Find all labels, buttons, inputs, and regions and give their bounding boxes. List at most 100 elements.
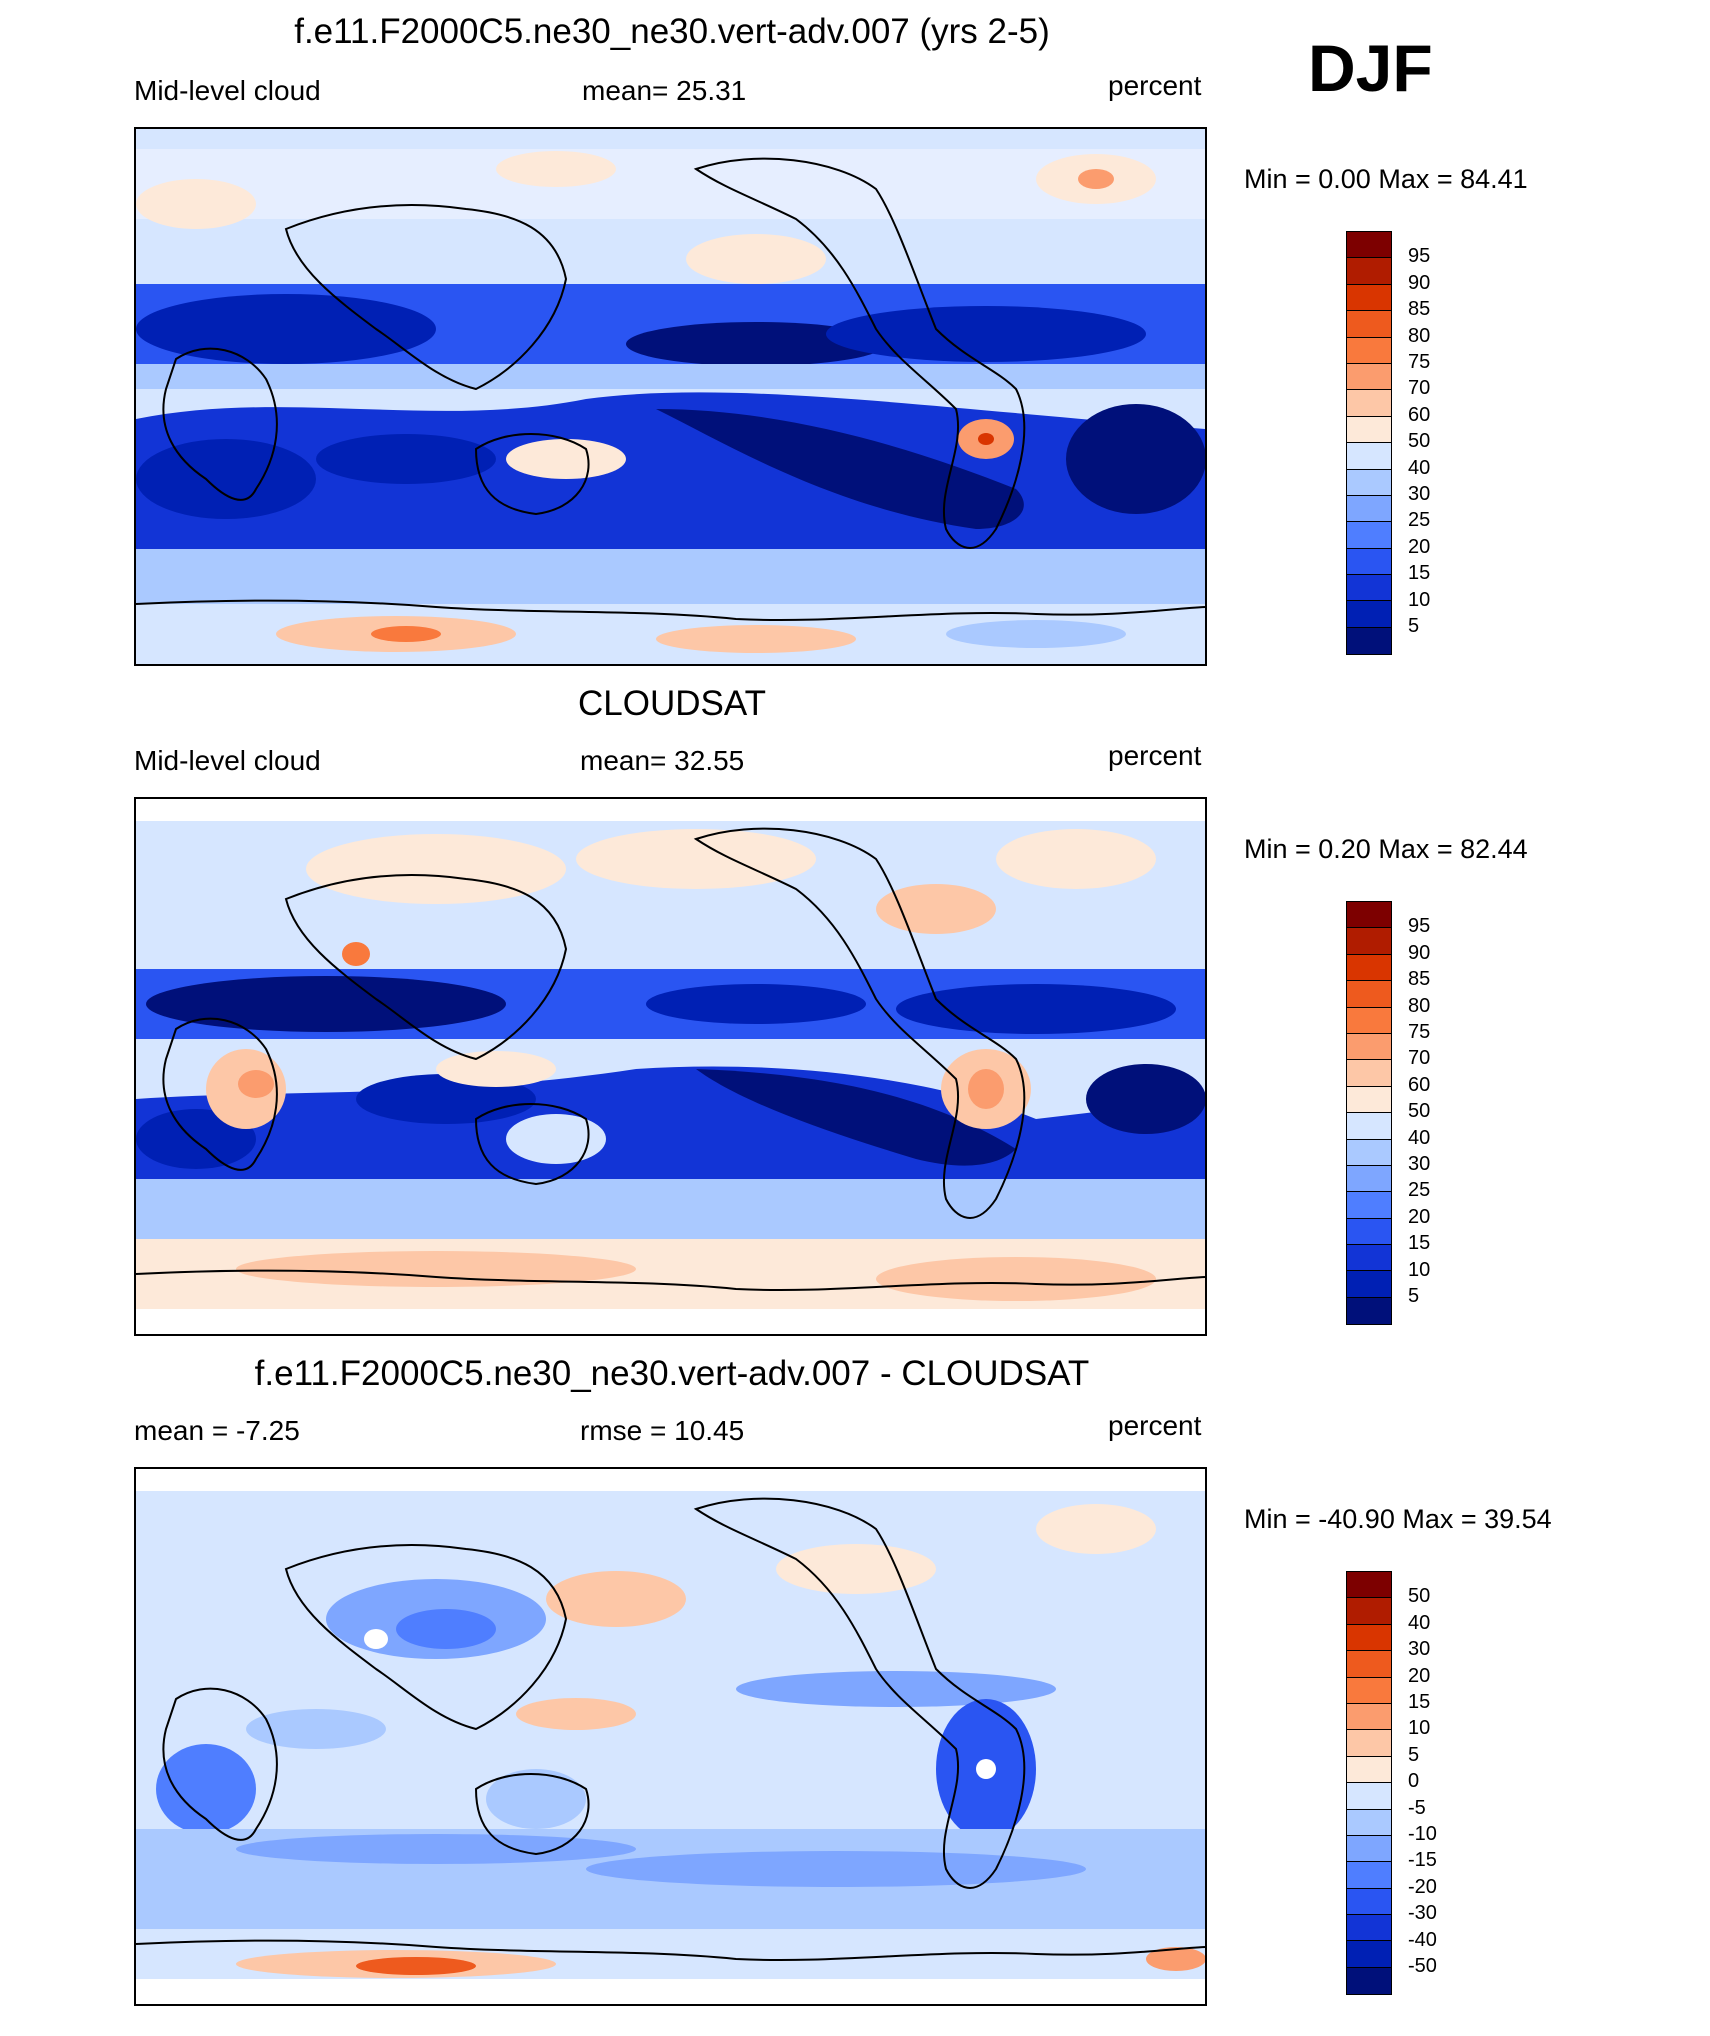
- panel-2-minmax: Min = 0.20 Max = 82.44: [1244, 834, 1528, 864]
- colorbar-swatch: [1347, 954, 1391, 982]
- colorbar-tick-label: 80: [1408, 324, 1431, 347]
- colorbar-swatch: [1347, 1888, 1391, 1916]
- colorbar-tick-label: 25: [1408, 1179, 1431, 1202]
- colorbar-swatch: [1347, 1192, 1391, 1219]
- colorbar-tick-label: 10: [1408, 1717, 1431, 1740]
- season-label: DJF: [1308, 31, 1433, 105]
- panel-3-left-label: mean = -7.25: [134, 1415, 300, 1446]
- colorbar-swatch: [1347, 443, 1391, 470]
- colorbar-swatch: [1347, 311, 1391, 338]
- colorbar-tick-label: 5: [1408, 1743, 1420, 1766]
- colorbar-swatch: [1347, 1113, 1391, 1140]
- panel-1-map: [134, 127, 1207, 666]
- colorbar-tick-label: 15: [1408, 1691, 1431, 1713]
- colorbar-swatch: [1347, 1730, 1391, 1757]
- colorbar-tick-label: 75: [1408, 1021, 1431, 1043]
- colorbar-swatch: [1347, 1598, 1391, 1625]
- colorbar-swatch: [1347, 1809, 1391, 1836]
- panel-2-left-label: Mid-level cloud: [134, 745, 321, 776]
- colorbar-tick-label: 30: [1408, 483, 1431, 505]
- colorbar-tick-label: 85: [1408, 968, 1431, 991]
- colorbar-tick-label: 60: [1408, 403, 1431, 426]
- colorbar-swatch: [1347, 902, 1391, 929]
- colorbar-swatch: [1347, 363, 1391, 391]
- colorbar-tick-label: 80: [1408, 994, 1431, 1017]
- panel-1-minmax: Min = 0.00 Max = 84.41: [1244, 164, 1528, 194]
- panel-3-title: f.e11.F2000C5.ne30_ne30.vert-adv.007 - C…: [254, 1354, 1090, 1393]
- panel-1-center-label: mean= 25.31: [582, 75, 747, 106]
- colorbar-swatch: [1347, 390, 1391, 417]
- colorbar-swatch: [1347, 1297, 1391, 1325]
- colorbar-tick-label: 30: [1408, 1153, 1431, 1175]
- panel-1-title: f.e11.F2000C5.ne30_ne30.vert-adv.007 (yr…: [294, 12, 1050, 51]
- colorbar-tick-label: 20: [1408, 1205, 1431, 1228]
- colorbar-swatch: [1347, 232, 1391, 259]
- colorbar-tick-label: 25: [1408, 509, 1431, 532]
- colorbar-tick-label: -40: [1408, 1928, 1437, 1951]
- colorbar-swatch: [1347, 1862, 1391, 1889]
- colorbar-swatch: [1347, 1835, 1391, 1863]
- colorbar-tick-label: -30: [1408, 1902, 1437, 1925]
- colorbar-swatch: [1347, 1165, 1391, 1193]
- colorbar-swatch: [1347, 1007, 1391, 1034]
- colorbar-tick-label: -15: [1408, 1849, 1437, 1872]
- colorbar-tick-label: 50: [1408, 1585, 1431, 1608]
- panel-1-right-label: percent: [1108, 70, 1202, 101]
- colorbar-swatch: [1347, 284, 1391, 312]
- panel-3-right-label: percent: [1108, 1410, 1202, 1441]
- colorbar-swatch: [1347, 1060, 1391, 1087]
- panel-2-field: [136, 799, 1205, 1334]
- colorbar-swatch: [1347, 1703, 1391, 1731]
- colorbar-swatch: [1347, 1967, 1391, 1995]
- colorbar-swatch: [1347, 337, 1391, 364]
- colorbar-swatch: [1347, 981, 1391, 1008]
- colorbar-swatch: [1347, 601, 1391, 628]
- panel-2-map: [134, 797, 1207, 1336]
- panel-3-field: [136, 1469, 1205, 2004]
- colorbar-swatch: [1347, 575, 1391, 602]
- colorbar-tick-label: -20: [1408, 1875, 1437, 1898]
- panel-3-colorbar: [1346, 1571, 1392, 1996]
- colorbar-tick-label: 15: [1408, 1232, 1431, 1255]
- colorbar-tick-label: 10: [1408, 588, 1431, 611]
- colorbar-swatch: [1347, 1218, 1391, 1246]
- colorbar-swatch: [1347, 1651, 1391, 1678]
- colorbar-swatch: [1347, 1915, 1391, 1942]
- colorbar-swatch: [1347, 1677, 1391, 1704]
- colorbar-tick-label: 85: [1408, 298, 1431, 321]
- colorbar-tick-label: 70: [1408, 1047, 1431, 1070]
- panel-2-right-label: percent: [1108, 740, 1202, 771]
- panel-3-map: [134, 1467, 1207, 2006]
- colorbar-tick-label: 10: [1408, 1258, 1431, 1281]
- colorbar-tick-label: 40: [1408, 1611, 1431, 1634]
- colorbar-tick-label: -10: [1408, 1823, 1437, 1845]
- colorbar-tick-label: 30: [1408, 1638, 1431, 1661]
- colorbar-swatch: [1347, 1245, 1391, 1272]
- colorbar-tick-label: 20: [1408, 535, 1431, 558]
- panel-3-minmax: Min = -40.90 Max = 39.54: [1244, 1504, 1552, 1534]
- panel-2-title: CLOUDSAT: [578, 684, 766, 723]
- colorbar-tick-label: 95: [1408, 915, 1431, 938]
- colorbar-tick-label: 20: [1408, 1664, 1431, 1687]
- colorbar-swatch: [1347, 1572, 1391, 1599]
- colorbar-swatch: [1347, 495, 1391, 523]
- colorbar-tick-label: 50: [1408, 1100, 1431, 1123]
- colorbar-tick-label: 0: [1408, 1770, 1420, 1793]
- colorbar-swatch: [1347, 1941, 1391, 1968]
- colorbar-tick-label: 15: [1408, 562, 1431, 585]
- colorbar-swatch: [1347, 1756, 1391, 1784]
- colorbar-tick-label: 5: [1408, 615, 1420, 637]
- panel-1-left-label: Mid-level cloud: [134, 75, 321, 106]
- colorbar-swatch: [1347, 258, 1391, 285]
- colorbar-tick-label: 90: [1408, 271, 1431, 294]
- colorbar-tick-label: -50: [1408, 1955, 1437, 1977]
- colorbar-swatch: [1347, 1086, 1391, 1114]
- colorbar-tick-label: 50: [1408, 430, 1431, 453]
- panel-3-center-label: rmse = 10.45: [580, 1415, 745, 1446]
- colorbar-swatch: [1347, 1271, 1391, 1298]
- colorbar-tick-label: 5: [1408, 1285, 1420, 1307]
- colorbar-swatch: [1347, 548, 1391, 576]
- colorbar-tick-label: 40: [1408, 1126, 1431, 1149]
- colorbar-tick-label: 70: [1408, 377, 1431, 400]
- colorbar-tick-label: 90: [1408, 941, 1431, 964]
